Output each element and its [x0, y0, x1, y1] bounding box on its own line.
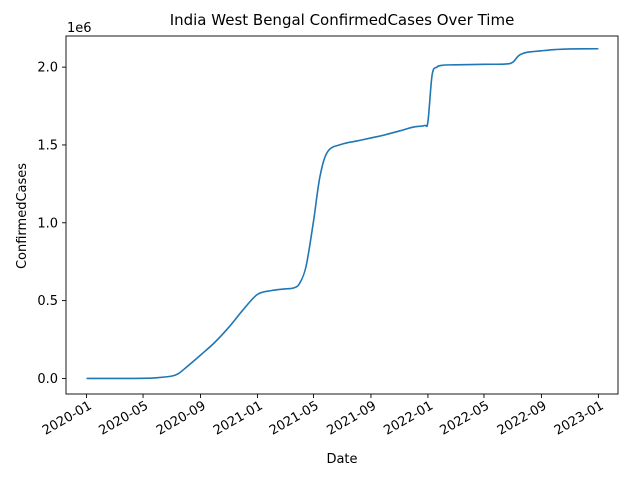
y-tick-label: 1.0	[37, 216, 58, 231]
plot-area	[86, 47, 599, 380]
series-line-0	[86, 47, 599, 380]
y-tick-label: 1.5	[37, 138, 58, 153]
y-tick-label: 2.0	[37, 61, 58, 76]
y-offset-label: 1e6	[67, 21, 92, 36]
y-tick-label: 0.0	[37, 372, 58, 387]
y-tick-label: 0.5	[37, 294, 58, 309]
y-axis-ticks: 0.0 0.5 1.0 1.5 2.0	[37, 61, 66, 387]
plot-frame	[65, 35, 619, 395]
chart-title: India West Bengal ConfirmedCases Over Ti…	[170, 11, 515, 29]
x-axis-label: Date	[326, 452, 357, 467]
y-axis-label: ConfirmedCases	[15, 163, 30, 269]
